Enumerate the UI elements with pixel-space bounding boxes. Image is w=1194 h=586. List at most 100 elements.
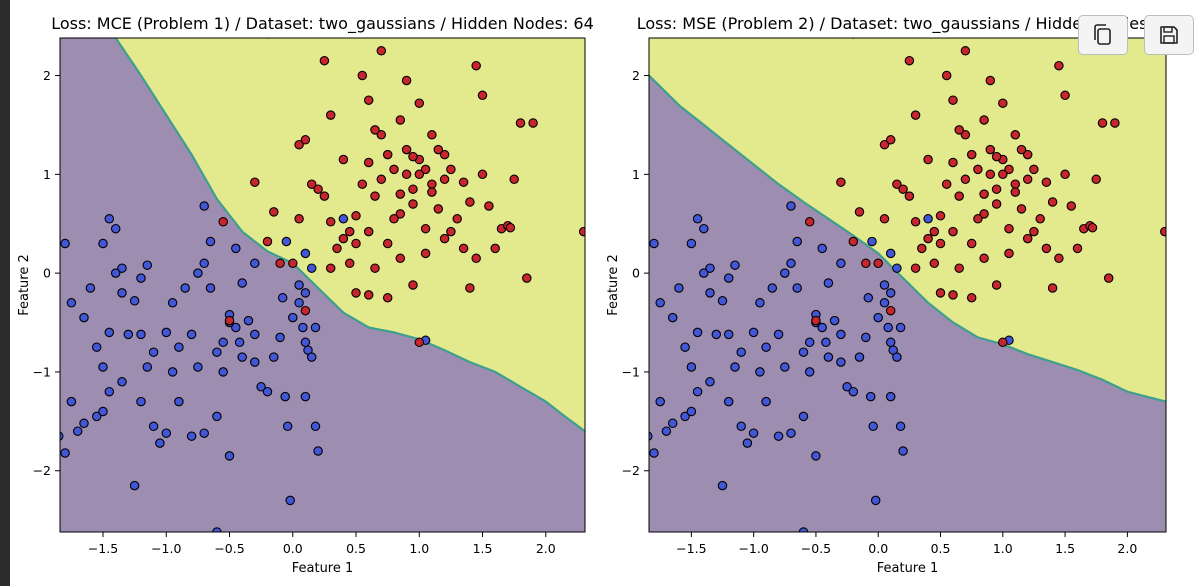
data-point-class0 bbox=[863, 293, 874, 303]
data-point-class0 bbox=[699, 268, 709, 278]
data-point-class0 bbox=[205, 283, 216, 293]
data-point-class0 bbox=[699, 223, 709, 234]
data-point-class1 bbox=[979, 209, 989, 219]
data-point-class1 bbox=[1041, 243, 1052, 254]
data-point-class1 bbox=[979, 189, 989, 199]
data-point-class0 bbox=[300, 337, 311, 348]
data-point-class1 bbox=[1022, 149, 1033, 160]
data-point-class0 bbox=[98, 238, 108, 249]
data-point-class1 bbox=[300, 305, 311, 316]
data-point-class1 bbox=[452, 214, 462, 224]
data-point-class1 bbox=[427, 187, 437, 197]
data-point-class1 bbox=[985, 75, 996, 86]
save-button[interactable] bbox=[1144, 15, 1194, 55]
data-point-class1 bbox=[414, 169, 425, 180]
data-point-class0 bbox=[148, 347, 159, 357]
x-tick-label: −1.0 bbox=[738, 541, 768, 556]
data-point-class1 bbox=[344, 258, 355, 269]
data-point-class0 bbox=[895, 421, 906, 432]
data-point-class0 bbox=[748, 428, 759, 438]
data-point-class0 bbox=[867, 236, 877, 247]
axes-frame bbox=[59, 37, 586, 533]
data-point-class0 bbox=[281, 236, 292, 247]
data-point-class0 bbox=[686, 238, 697, 249]
data-point-class0 bbox=[773, 329, 784, 340]
data-point-class1 bbox=[979, 253, 989, 264]
x-tick-label: −1.0 bbox=[151, 541, 181, 556]
data-point-class1 bbox=[904, 55, 915, 66]
data-point-class0 bbox=[829, 315, 840, 326]
data-point-class0 bbox=[186, 431, 197, 441]
plot-area: −1.5 −1.0 −0.5 0.0 0.5 1.0 1.5 2.0 −2 −1 0 1 2 Featur… bbox=[17, 14, 1178, 576]
x-tick-label: 0.0 bbox=[283, 541, 303, 556]
data-point-class0 bbox=[792, 283, 802, 293]
data-point-class0 bbox=[836, 357, 846, 367]
data-point-class1 bbox=[879, 214, 890, 224]
data-point-class1 bbox=[319, 191, 330, 201]
data-point-class0 bbox=[298, 322, 308, 333]
data-point-class0 bbox=[742, 438, 753, 448]
data-point-class1 bbox=[370, 191, 380, 201]
data-point-class1 bbox=[370, 263, 380, 273]
data-point-class1 bbox=[948, 157, 958, 168]
data-point-class0 bbox=[705, 288, 715, 298]
data-point-class0 bbox=[792, 236, 802, 247]
data-point-class0 bbox=[155, 438, 165, 448]
data-point-class1 bbox=[363, 226, 374, 237]
data-point-class1 bbox=[1022, 174, 1033, 185]
data-point-class0 bbox=[655, 396, 665, 407]
data-point-class0 bbox=[661, 426, 672, 436]
data-point-class0 bbox=[300, 288, 311, 298]
data-point-class1 bbox=[941, 179, 952, 189]
data-point-class0 bbox=[66, 396, 77, 407]
data-point-class0 bbox=[798, 411, 809, 422]
data-point-class1 bbox=[363, 157, 374, 168]
data-point-class1 bbox=[300, 135, 311, 145]
data-point-class0 bbox=[288, 312, 298, 323]
data-point-class0 bbox=[885, 337, 896, 348]
data-point-class0 bbox=[842, 382, 852, 392]
data-point-class1 bbox=[929, 258, 940, 269]
data-point-class0 bbox=[262, 386, 273, 397]
data-point-class1 bbox=[484, 201, 494, 211]
x-tick-label: −1.5 bbox=[676, 541, 706, 556]
y-tick-label: −2 bbox=[33, 463, 51, 478]
data-point-class0 bbox=[300, 391, 311, 402]
data-point-class1 bbox=[973, 164, 983, 175]
data-point-class0 bbox=[161, 327, 172, 338]
data-point-class1 bbox=[427, 179, 437, 189]
data-point-class1 bbox=[1087, 222, 1098, 233]
data-point-class0 bbox=[212, 347, 222, 357]
data-point-class0 bbox=[60, 238, 70, 249]
data-point-class0 bbox=[730, 362, 740, 372]
data-point-class0 bbox=[79, 418, 89, 429]
data-point-class0 bbox=[117, 377, 127, 387]
data-point-class1 bbox=[269, 207, 279, 217]
data-point-class1 bbox=[1004, 164, 1014, 175]
data-point-class0 bbox=[306, 352, 317, 362]
data-point-class0 bbox=[736, 421, 746, 432]
data-point-class1 bbox=[420, 223, 431, 234]
data-point-class0 bbox=[836, 329, 846, 340]
data-point-class1 bbox=[319, 55, 330, 66]
data-point-class1 bbox=[917, 243, 927, 254]
x-tick-label: 1.5 bbox=[1055, 541, 1075, 556]
decision-boundary-line bbox=[649, 74, 1166, 403]
data-point-class1 bbox=[477, 169, 488, 180]
data-point-class1 bbox=[910, 217, 921, 227]
data-point-class1 bbox=[973, 214, 983, 224]
data-point-class0 bbox=[310, 322, 321, 333]
data-point-class0 bbox=[868, 421, 878, 432]
data-point-class1 bbox=[985, 144, 996, 155]
data-point-class0 bbox=[275, 332, 285, 343]
copy-button[interactable] bbox=[1078, 15, 1128, 55]
data-point-class1 bbox=[408, 184, 418, 194]
data-point-class1 bbox=[985, 169, 996, 180]
data-point-class1 bbox=[515, 118, 526, 128]
data-point-class0 bbox=[313, 446, 323, 456]
chart-2: −1.5 −1.0 −0.5 0.0 0.5 1.0 1.5 2.0 −2 −1 0 1 2 Featur… bbox=[606, 14, 1178, 576]
data-point-class1 bbox=[414, 337, 425, 348]
data-point-class1 bbox=[1103, 273, 1114, 283]
data-point-class0 bbox=[104, 214, 115, 224]
data-point-class0 bbox=[780, 268, 790, 278]
